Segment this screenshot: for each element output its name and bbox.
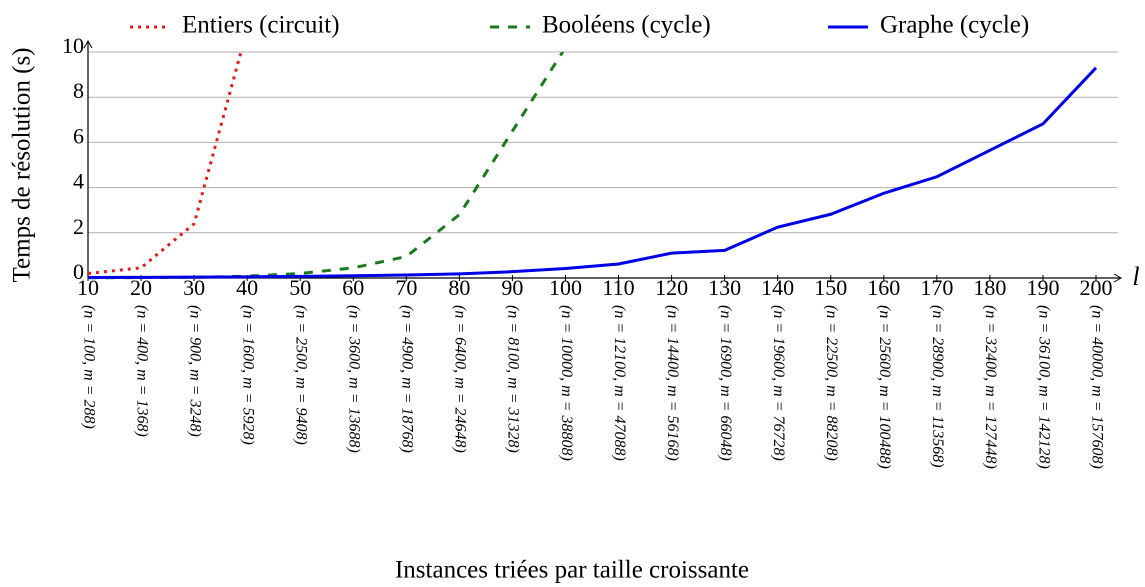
x-tick-label: 180 bbox=[973, 275, 1006, 300]
x-tick-label: 120 bbox=[655, 275, 688, 300]
x-tick-label: 70 bbox=[395, 275, 417, 300]
y-tick-label: 6 bbox=[73, 123, 84, 148]
y-tick-label: 8 bbox=[73, 78, 84, 103]
y-tick-label: 0 bbox=[73, 259, 84, 284]
x-tick-sublabel: (n = 36100, m = 142128) bbox=[1035, 305, 1052, 469]
x-tick-sublabel: (n = 32400, m = 127448) bbox=[982, 305, 999, 469]
x-tick-label: 190 bbox=[1026, 275, 1059, 300]
legend-label: Booléens (cycle) bbox=[542, 12, 711, 39]
x-tick-label: 160 bbox=[867, 275, 900, 300]
x-tick-sublabel: (n = 400, m = 1368) bbox=[133, 305, 150, 437]
x-tick-label: 60 bbox=[342, 275, 364, 300]
x-tick-label: 90 bbox=[501, 275, 523, 300]
y-tick-label: 2 bbox=[73, 214, 84, 239]
x-tick-sublabel: (n = 4900, m = 18768) bbox=[399, 305, 416, 453]
x-tick-label: 200 bbox=[1080, 275, 1113, 300]
x-tick-label: 10 bbox=[77, 275, 99, 300]
x-tick-label: 50 bbox=[289, 275, 311, 300]
x-tick-sublabel: (n = 14400, m = 56168) bbox=[664, 305, 681, 461]
x-tick-sublabel: (n = 19600, m = 76728) bbox=[770, 305, 787, 461]
y-axis-label: Temps de résolution (s) bbox=[9, 47, 36, 282]
x-tick-label: 30 bbox=[183, 275, 205, 300]
x-tick-sublabel: (n = 3600, m = 13688) bbox=[346, 305, 363, 453]
x-axis-label: Instances triées par taille croissante bbox=[395, 557, 749, 584]
x-tick-sublabel: (n = 100, m = 288) bbox=[80, 305, 97, 429]
legend-label: Graphe (cycle) bbox=[880, 12, 1029, 39]
x-tick-sublabel: (n = 6400, m = 24648) bbox=[452, 305, 469, 453]
legend-label: Entiers (circuit) bbox=[182, 12, 340, 39]
x-tick-label: 150 bbox=[814, 275, 847, 300]
x-tick-sublabel: (n = 25600, m = 100488) bbox=[876, 305, 893, 469]
x-tick-label: 170 bbox=[920, 275, 953, 300]
x-tick-sublabel: (n = 40000, m = 157608) bbox=[1088, 305, 1105, 469]
series-line bbox=[87, 66, 1098, 280]
x-tick-label: 40 bbox=[236, 275, 258, 300]
y-tick-label: 10 bbox=[62, 33, 84, 58]
x-tick-label: 110 bbox=[602, 275, 634, 300]
x-axis-symbol: l bbox=[1132, 262, 1139, 291]
x-tick-label: 140 bbox=[761, 275, 794, 300]
x-tick-sublabel: (n = 8100, m = 31328) bbox=[505, 305, 522, 453]
x-tick-label: 100 bbox=[549, 275, 582, 300]
x-tick-sublabel: (n = 22500, m = 88208) bbox=[823, 305, 840, 461]
x-tick-sublabel: (n = 28900, m = 113568) bbox=[929, 305, 946, 468]
x-axis-arrow bbox=[1113, 273, 1123, 283]
plot-area bbox=[87, 52, 1098, 280]
x-tick-label: 80 bbox=[448, 275, 470, 300]
x-tick-label: 130 bbox=[708, 275, 741, 300]
x-tick-sublabel: (n = 1600, m = 5928) bbox=[239, 305, 256, 445]
x-tick-sublabel: (n = 10000, m = 38808) bbox=[558, 305, 575, 461]
x-tick-sublabel: (n = 12100, m = 47088) bbox=[611, 305, 628, 461]
x-tick-label: 20 bbox=[130, 275, 152, 300]
series-line bbox=[87, 52, 243, 275]
x-tick-sublabel: (n = 2500, m = 9408) bbox=[293, 305, 310, 445]
y-tick-label: 4 bbox=[73, 169, 84, 194]
x-tick-sublabel: (n = 900, m = 3248) bbox=[186, 305, 203, 437]
x-tick-sublabel: (n = 16900, m = 66048) bbox=[717, 305, 734, 461]
y-axis-arrow bbox=[83, 39, 93, 49]
series-line bbox=[87, 52, 565, 280]
